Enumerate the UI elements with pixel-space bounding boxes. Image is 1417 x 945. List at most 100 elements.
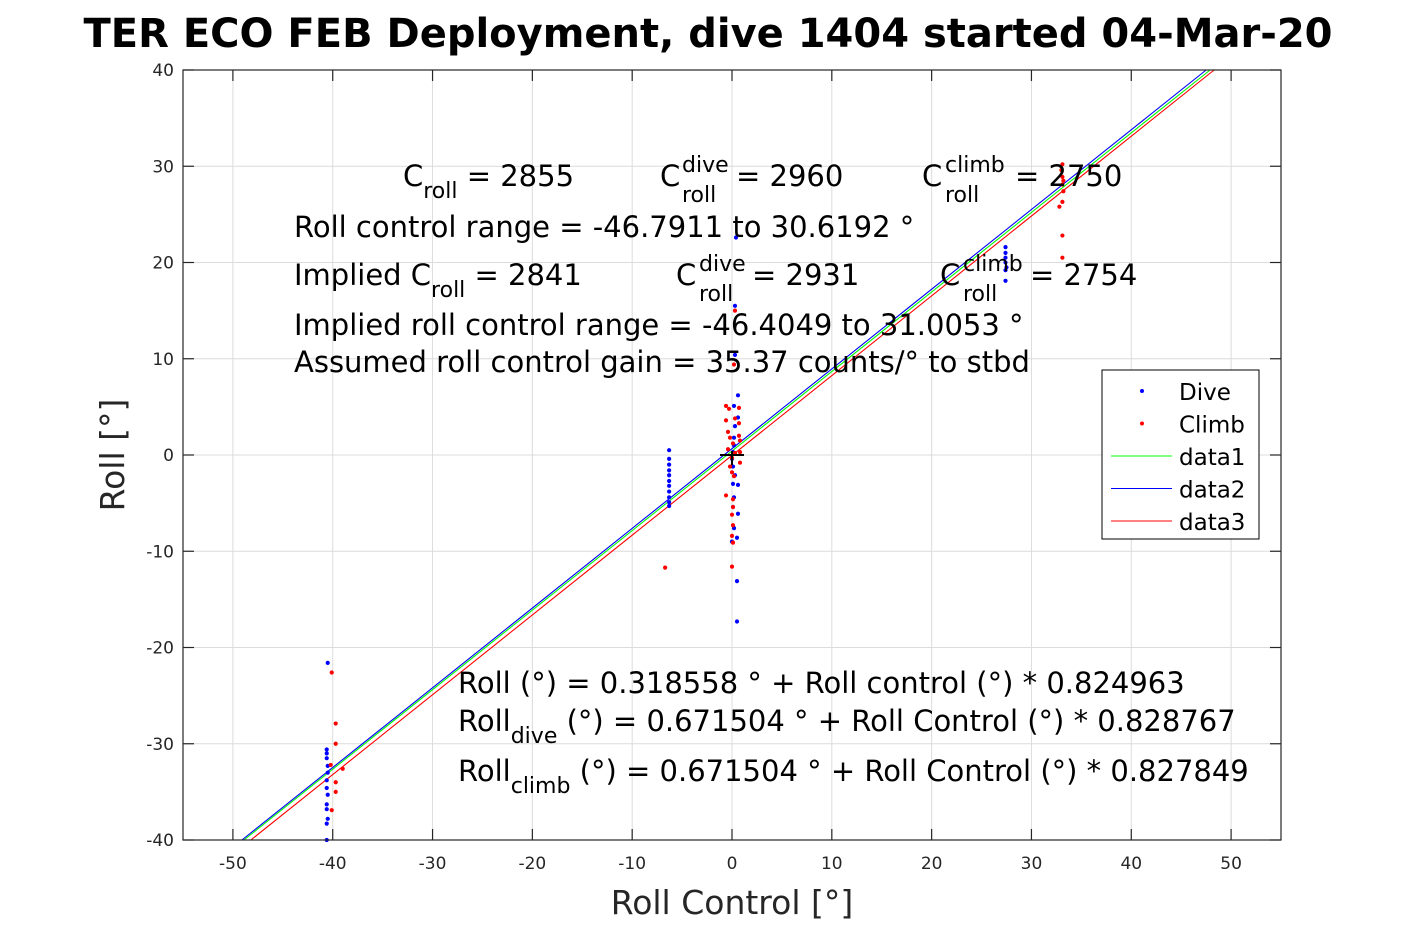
- point-climb: [729, 564, 735, 569]
- point-climb: [723, 493, 729, 498]
- annotation-c-roll: Croll = 2855: [403, 159, 574, 204]
- point-climb: [729, 470, 735, 475]
- point-climb: [726, 406, 732, 411]
- point-climb: [328, 762, 333, 768]
- point-dive: [735, 393, 741, 398]
- point-climb: [730, 441, 736, 446]
- y-tick-label: 30: [152, 157, 174, 177]
- point-dive: [667, 503, 672, 509]
- annotation-c-roll-dive-sub: roll: [682, 183, 716, 208]
- x-axis-label: Roll Control [°]: [611, 883, 854, 922]
- annotation-c-roll-climb-sub: roll: [945, 183, 979, 208]
- point-dive: [325, 792, 330, 797]
- legend-marker-climb: [1140, 421, 1144, 426]
- point-dive: [667, 483, 672, 488]
- point-dive: [730, 481, 736, 486]
- point-climb: [723, 418, 729, 423]
- ticks: [183, 69, 1281, 841]
- annotation-fit-climb: Rollclimb (°) = 0.671504 ° + Roll Contro…: [458, 754, 1249, 799]
- x-tick-label: 10: [821, 854, 843, 874]
- point-climb: [731, 362, 737, 367]
- y-tick-label: -30: [146, 735, 174, 755]
- point-climb: [333, 721, 338, 726]
- annotation-c-roll-climb: C: [922, 159, 942, 193]
- point-climb: [1061, 178, 1066, 183]
- point-climb: [729, 512, 735, 517]
- point-dive: [731, 403, 737, 409]
- y-tick-label: -10: [146, 542, 174, 562]
- point-dive: [732, 303, 738, 308]
- point-climb: [1060, 182, 1065, 187]
- point-dive: [734, 535, 740, 540]
- point-climb: [1060, 174, 1065, 179]
- y-axis-label: Roll [°]: [93, 399, 132, 512]
- point-dive: [667, 478, 672, 484]
- point-dive: [324, 821, 329, 826]
- x-tick-label: -50: [219, 854, 247, 874]
- point-climb: [1060, 199, 1065, 204]
- point-dive: [325, 816, 330, 821]
- point-dive: [1003, 278, 1008, 283]
- point-dive: [324, 747, 329, 752]
- point-dive: [667, 489, 672, 494]
- point-dive: [325, 770, 330, 775]
- point-climb: [1057, 204, 1062, 209]
- annotation-implied-c-roll-climb-sub: roll: [963, 282, 997, 307]
- annotation-implied-c-roll: Implied Croll = 2841: [294, 258, 582, 303]
- point-dive: [735, 511, 741, 516]
- point-dive: [732, 352, 738, 357]
- scatter-points: [324, 162, 1066, 843]
- point-dive: [730, 464, 736, 469]
- point-dive: [1003, 260, 1008, 265]
- point-climb: [1060, 162, 1065, 167]
- point-climb: [663, 565, 668, 570]
- x-tick-label: 40: [1120, 854, 1142, 874]
- x-tick-label: 50: [1220, 854, 1242, 874]
- point-dive: [667, 473, 672, 478]
- legend-label-dive: Dive: [1179, 380, 1231, 406]
- point-climb: [1060, 233, 1065, 238]
- annotation-fit-dive: Rolldive (°) = 0.671504 ° + Roll Control…: [458, 704, 1236, 749]
- y-tick-label: -40: [146, 831, 174, 851]
- point-climb: [329, 670, 334, 675]
- point-dive: [731, 435, 737, 440]
- point-dive: [735, 482, 741, 487]
- point-dive: [667, 462, 672, 467]
- point-dive: [667, 495, 672, 500]
- annotation-c-roll-dive: C: [660, 159, 680, 193]
- annotation-roll-control-range: Roll control range = -46.7911 to 30.6192…: [294, 210, 914, 244]
- point-dive: [324, 785, 329, 791]
- annotation-implied-range: Implied roll control range = -46.4049 to…: [294, 308, 1024, 342]
- point-dive: [734, 619, 740, 624]
- point-dive: [1003, 255, 1008, 260]
- point-dive: [324, 751, 329, 756]
- annotations: Croll = 2855 C dive roll = 2960 C climb …: [294, 153, 1249, 799]
- annotation-implied-c-roll-climb-value: = 2754: [1030, 258, 1137, 292]
- legend-label-data2: data2: [1179, 478, 1245, 504]
- point-dive: [1003, 250, 1008, 255]
- point-dive: [1003, 268, 1008, 273]
- legend-label-climb: Climb: [1179, 413, 1245, 439]
- point-dive: [733, 235, 739, 240]
- point-climb: [329, 808, 334, 813]
- annotation-implied-c-roll-climb-sup: climb: [963, 252, 1023, 277]
- point-dive: [324, 778, 329, 783]
- tick-labels: -50 -40 -30 -20 -10 0 10 20 30 40 50 -40 -30 -20 -10 0 1…: [146, 61, 1242, 874]
- legend-label-data1: data1: [1179, 445, 1245, 471]
- point-climb: [723, 403, 729, 409]
- annotation-implied-c-roll-dive: C: [676, 258, 696, 292]
- legend-label-data3: data3: [1179, 510, 1245, 536]
- point-climb: [729, 533, 735, 538]
- point-dive: [734, 578, 740, 584]
- point-climb: [737, 460, 743, 465]
- point-climb: [1061, 189, 1066, 194]
- point-climb: [736, 405, 742, 410]
- point-climb: [333, 789, 338, 794]
- point-climb: [1059, 168, 1064, 173]
- point-climb: [737, 438, 743, 443]
- point-climb: [1060, 255, 1065, 260]
- annotation-fit-all: Roll (°) = 0.318558 ° + Roll control (°)…: [458, 666, 1185, 700]
- annotation-gain: Assumed roll control gain = 35.37 counts…: [294, 345, 1030, 379]
- x-tick-label: 0: [727, 854, 738, 874]
- legend: Dive Climb data1 data2 data3: [1101, 369, 1260, 540]
